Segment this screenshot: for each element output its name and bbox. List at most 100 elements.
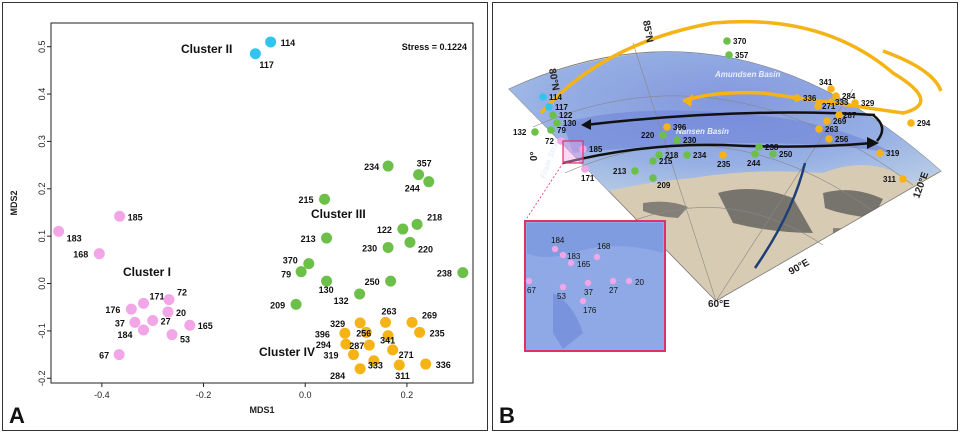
data-point bbox=[138, 297, 150, 309]
map-station bbox=[769, 150, 777, 158]
graticule-lat-1 bbox=[532, 95, 914, 186]
graticule-lon-2 bbox=[715, 88, 854, 302]
data-point bbox=[339, 327, 351, 339]
point-label: 165 bbox=[198, 321, 213, 331]
map-station bbox=[825, 135, 833, 143]
inset-station-label: 183 bbox=[567, 252, 581, 261]
map-station-label: 287 bbox=[843, 111, 857, 120]
inset-trough bbox=[553, 293, 583, 349]
map-station-label: 341 bbox=[819, 78, 833, 87]
point-label: 122 bbox=[377, 225, 392, 235]
scatter-points: 183 185 168 176 171 72 20 37 27 184 165 53 67 114 117 2… bbox=[53, 36, 469, 381]
map-station-label: 117 bbox=[555, 103, 568, 112]
axes: -0.4 -0.2 0.0 0.2 -0.2 -0.1 0.0 0.1 0.2 0.3 0.4 0.5 bbox=[37, 40, 413, 400]
map-station bbox=[649, 174, 657, 182]
point-label: 20 bbox=[176, 308, 186, 318]
point-label: 209 bbox=[270, 300, 285, 310]
atlantic-current-branch bbox=[882, 49, 943, 92]
map-station bbox=[725, 51, 733, 59]
map-station-label: 130 bbox=[563, 119, 577, 128]
map-station bbox=[655, 151, 663, 159]
map-station-label: 396 bbox=[673, 123, 687, 132]
point-label: 333 bbox=[368, 361, 383, 371]
data-point bbox=[363, 339, 375, 351]
y-tick-label: 0.5 bbox=[37, 40, 47, 53]
data-point bbox=[162, 306, 174, 318]
point-label: 171 bbox=[150, 291, 165, 301]
inset-station-label: 37 bbox=[584, 288, 593, 297]
point-label: 67 bbox=[99, 351, 109, 361]
inset-station bbox=[609, 277, 617, 285]
transpolar-drift-head-right bbox=[867, 137, 879, 149]
map-station bbox=[793, 94, 801, 102]
archipelago-2 bbox=[823, 190, 883, 218]
data-point bbox=[414, 326, 426, 338]
inset-station bbox=[567, 259, 575, 267]
map-station-label: 234 bbox=[693, 151, 707, 160]
transpolar-drift-lower bbox=[562, 141, 874, 165]
inset-station bbox=[559, 283, 567, 291]
inset-station bbox=[593, 253, 601, 261]
inset-station-label: 53 bbox=[557, 292, 566, 301]
archipelago-1 bbox=[718, 189, 813, 233]
x-tick-label: -0.4 bbox=[94, 390, 110, 400]
point-label: 319 bbox=[324, 351, 339, 361]
y-tick-label: 0.2 bbox=[37, 183, 47, 196]
map-station bbox=[832, 92, 840, 100]
point-label: 329 bbox=[330, 319, 345, 329]
inset-station-label: 176 bbox=[583, 306, 597, 315]
siberian-inflow-arrow bbox=[753, 162, 807, 269]
point-label: 357 bbox=[417, 159, 432, 169]
point-label: 341 bbox=[380, 336, 395, 346]
data-point bbox=[184, 319, 196, 331]
map-station-label: 218 bbox=[665, 151, 679, 160]
atlantic-current-head bbox=[683, 94, 693, 107]
point-label: 311 bbox=[395, 371, 410, 381]
map-station-label: 235 bbox=[717, 160, 731, 169]
archipelago-4 bbox=[833, 228, 873, 255]
map-station-label: 213 bbox=[613, 167, 627, 176]
point-label: 287 bbox=[349, 341, 364, 351]
data-point bbox=[420, 358, 432, 370]
inset-connector bbox=[524, 162, 564, 222]
map-station-label: 311 bbox=[883, 175, 896, 184]
map-station bbox=[545, 103, 553, 111]
lon-label-0: 0° bbox=[529, 151, 540, 161]
point-label: 238 bbox=[437, 269, 452, 279]
map-station-label: 319 bbox=[886, 149, 900, 158]
y-tick-label: 0.4 bbox=[37, 88, 47, 101]
map-station-label: 114 bbox=[549, 93, 562, 102]
point-label: 215 bbox=[299, 195, 314, 205]
data-point bbox=[147, 314, 159, 326]
x-axis-label: MDS1 bbox=[249, 405, 274, 415]
point-label: 185 bbox=[128, 212, 143, 222]
data-point bbox=[397, 223, 409, 235]
map-station bbox=[827, 85, 835, 93]
data-point bbox=[113, 349, 125, 361]
data-point bbox=[354, 288, 366, 300]
map-station bbox=[899, 175, 907, 183]
point-label: 79 bbox=[281, 270, 291, 280]
data-point bbox=[166, 329, 178, 341]
data-point bbox=[360, 326, 372, 338]
cluster-label-ii: Cluster II bbox=[181, 42, 232, 56]
map-station bbox=[823, 117, 831, 125]
point-label: 130 bbox=[319, 285, 334, 295]
map-station-label: 357 bbox=[735, 51, 749, 60]
data-point bbox=[406, 316, 418, 328]
map-station bbox=[553, 119, 561, 127]
graticule-lon-1 bbox=[632, 42, 717, 302]
map-station-label: 370 bbox=[733, 37, 747, 46]
point-label: 256 bbox=[356, 328, 371, 338]
data-point bbox=[385, 275, 397, 287]
data-point bbox=[354, 317, 366, 329]
point-label: 250 bbox=[365, 277, 380, 287]
map-station-label: 336 bbox=[803, 94, 817, 103]
y-tick-label: 0.1 bbox=[37, 230, 47, 243]
map-station-label: 294 bbox=[917, 119, 931, 128]
point-label: 168 bbox=[73, 250, 88, 260]
point-label: 37 bbox=[115, 318, 125, 328]
data-point bbox=[163, 294, 175, 306]
data-point bbox=[457, 267, 469, 279]
